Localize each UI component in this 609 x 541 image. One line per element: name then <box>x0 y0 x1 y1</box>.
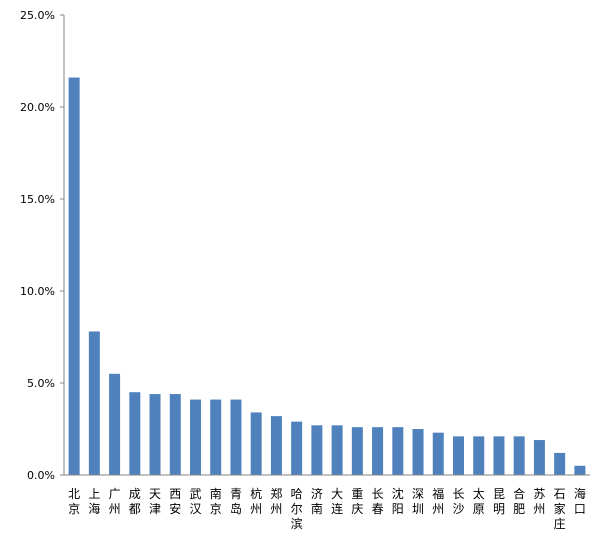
bar-9 <box>230 399 242 475</box>
bar-23 <box>513 436 525 475</box>
category-label: 青岛 <box>230 487 242 516</box>
bar-26 <box>574 465 586 475</box>
y-tick-label: 20.0% <box>20 101 55 114</box>
bar-19 <box>432 432 444 475</box>
category-label: 广州 <box>109 487 121 516</box>
category-label: 郑州 <box>270 486 282 516</box>
bar-16 <box>372 427 384 475</box>
category-label: 南京 <box>210 486 222 516</box>
category-label: 太原 <box>473 486 485 516</box>
bar-4 <box>129 392 141 475</box>
category-label: 大连 <box>331 487 343 516</box>
axes <box>60 14 590 476</box>
category-label: 上海 <box>88 487 100 516</box>
bar-15 <box>351 427 363 475</box>
category-label: 武汉 <box>189 487 201 516</box>
bar-14 <box>331 425 343 475</box>
bar-24 <box>533 440 545 475</box>
bars <box>68 77 586 475</box>
bar-12 <box>291 421 303 475</box>
category-label: 哈尔滨 <box>291 487 303 531</box>
category-label: 天津 <box>149 487 161 516</box>
bar-20 <box>453 436 464 475</box>
y-tick-label: 10.0% <box>20 285 55 298</box>
bar-7 <box>190 399 201 475</box>
bar-13 <box>311 425 323 475</box>
category-label: 海口 <box>574 486 586 516</box>
category-label: 深圳 <box>412 487 424 516</box>
y-tick-label: 15.0% <box>20 193 55 206</box>
category-label: 福州 <box>432 486 444 516</box>
category-label: 苏州 <box>533 487 545 516</box>
category-label: 长沙 <box>452 487 464 516</box>
bar-25 <box>554 452 566 475</box>
category-label: 杭州 <box>250 486 262 516</box>
bar-22 <box>493 436 505 475</box>
category-labels: 北京上海广州成都天津西安武汉南京青岛杭州郑州哈尔滨济南大连重庆长春沈阳深圳福州长… <box>68 486 586 531</box>
bar-2 <box>88 331 100 475</box>
category-label: 沈阳 <box>392 486 404 516</box>
bar-3 <box>109 373 121 475</box>
bar-6 <box>169 394 181 475</box>
y-tick-label: 5.0% <box>27 377 55 390</box>
category-label: 西安 <box>169 487 181 516</box>
category-label: 重庆 <box>351 487 363 516</box>
bar-18 <box>412 429 424 475</box>
category-label: 济南 <box>311 486 323 516</box>
category-label: 北京 <box>68 487 80 516</box>
y-tick-label: 0.0% <box>27 469 55 482</box>
category-label: 长春 <box>372 487 384 516</box>
category-label: 合肥 <box>513 486 525 516</box>
bar-5 <box>149 394 161 475</box>
category-label: 昆明 <box>493 487 505 516</box>
bar-17 <box>392 427 404 475</box>
bar-8 <box>210 399 222 475</box>
y-tick-label: 25.0% <box>20 9 55 22</box>
y-tick-labels: 0.0% 5.0% 10.0% 15.0% 20.0% 25.0% <box>20 9 55 482</box>
category-label: 成都 <box>129 487 141 516</box>
bar-11 <box>270 416 282 475</box>
bar-10 <box>250 412 262 475</box>
category-label: 石家庄 <box>554 487 566 531</box>
bar-1 <box>68 77 80 475</box>
bar-21 <box>473 436 485 475</box>
